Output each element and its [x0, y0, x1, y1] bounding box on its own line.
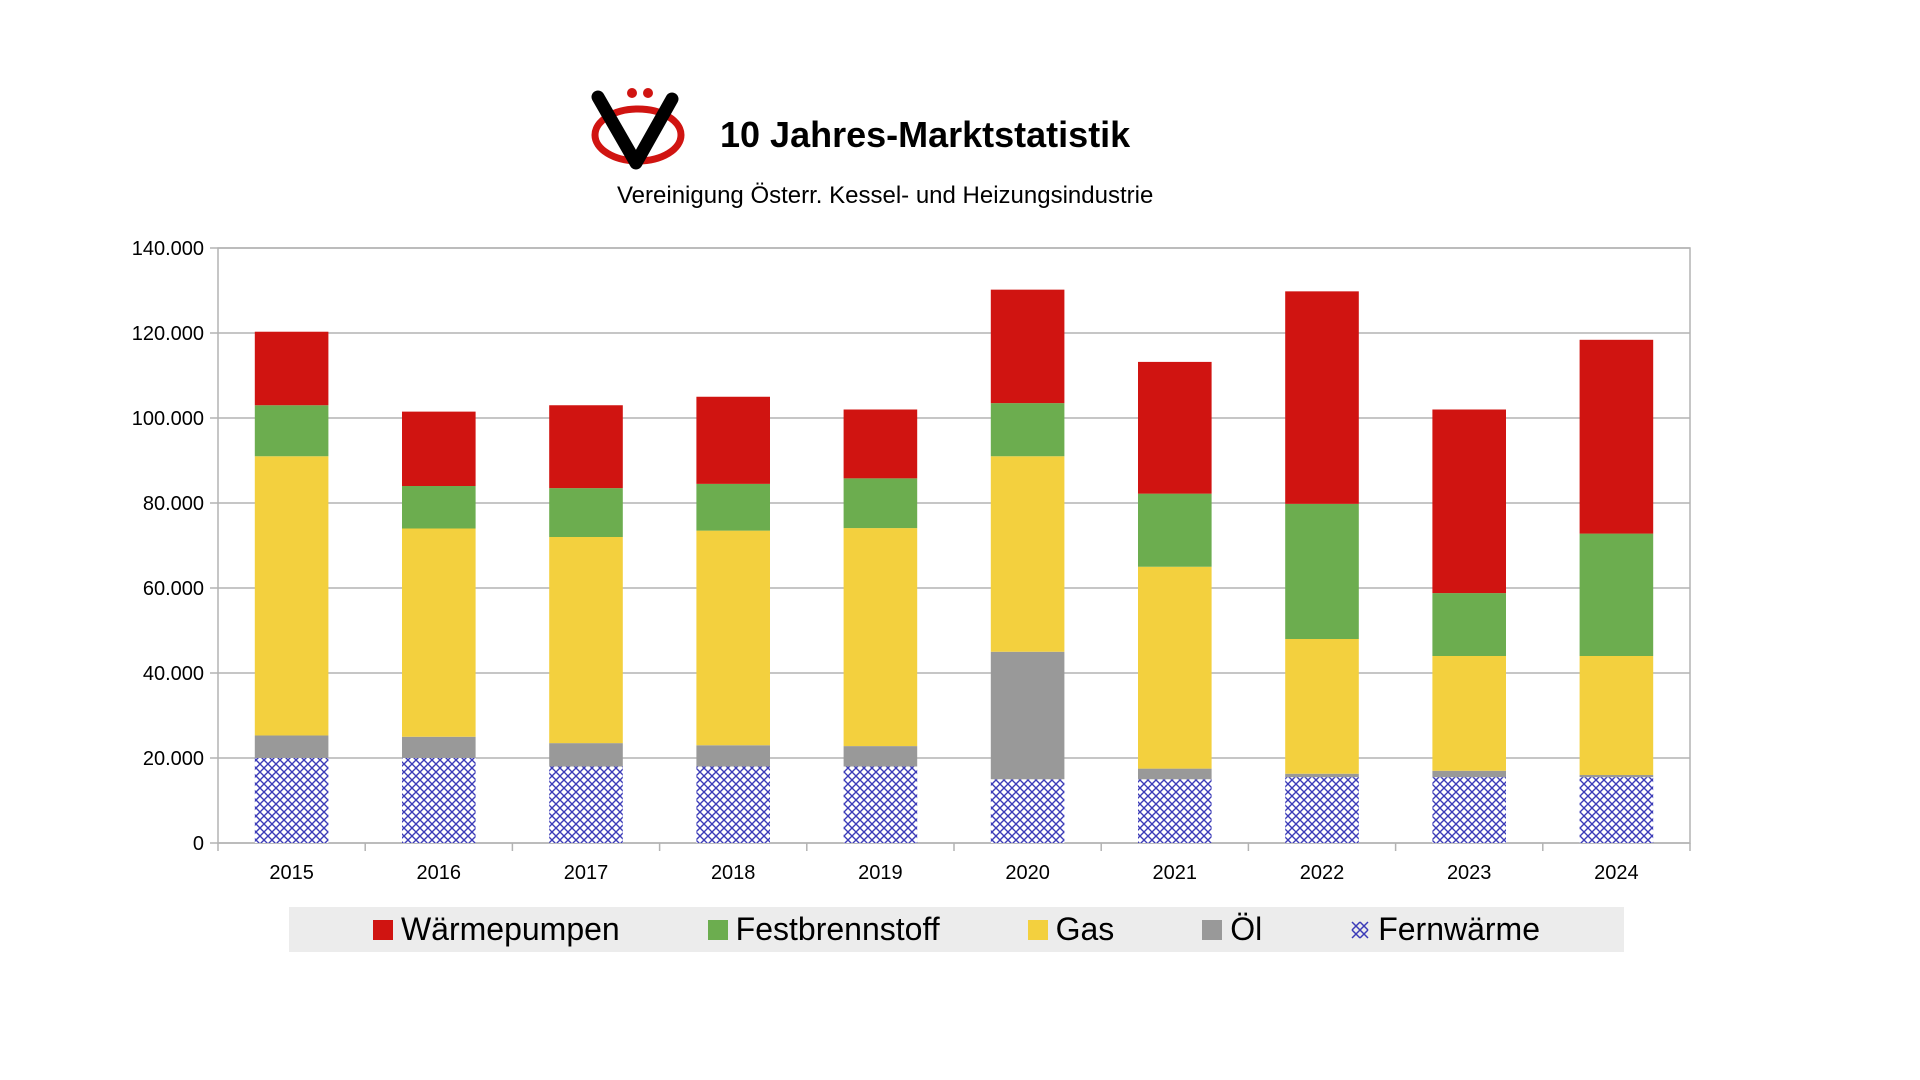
bar-segment-wärmepumpen-2016 — [402, 411, 476, 486]
x-tick-label: 2021 — [1153, 862, 1198, 884]
bar-segment-festbrennstoff-2024 — [1579, 533, 1654, 656]
y-tick-label: 20.000 — [143, 748, 204, 770]
axes: 0 20.000 40.000 60.000 80.000 100.000 120.000 1… — [132, 238, 1691, 884]
y-tick-label: 120.000 — [132, 323, 204, 345]
bar-segment-fernwärme-2016 — [402, 758, 476, 843]
chart-subtitle: Vereinigung Österr. Kessel- und Heizungs… — [617, 182, 1154, 209]
bar-segment-öl-2018 — [696, 745, 770, 767]
x-tick-label: 2015 — [269, 862, 314, 884]
bar-segment-öl-2017 — [549, 743, 623, 767]
legend-label: Festbrennstoff — [735, 911, 940, 947]
bar-segment-wärmepumpen-2018 — [696, 396, 770, 484]
bar-segment-wärmepumpen-2020 — [990, 289, 1065, 404]
bars — [254, 289, 1654, 843]
bar-segment-wärmepumpen-2017 — [549, 405, 623, 489]
bar-segment-gas-2015 — [254, 456, 329, 736]
bar-segment-gas-2018 — [696, 530, 770, 746]
bar-segment-wärmepumpen-2021 — [1138, 361, 1212, 494]
bar-segment-fernwärme-2015 — [254, 758, 329, 843]
bar-segment-öl-2015 — [254, 735, 329, 758]
legend-item-fernwärme: Fernwärme — [1350, 911, 1540, 948]
x-tick-label: 2017 — [564, 862, 609, 884]
bar-segment-festbrennstoff-2022 — [1285, 503, 1359, 639]
y-tick-label: 0 — [193, 833, 204, 855]
legend-item-öl: Öl — [1202, 911, 1262, 948]
bar-segment-fernwärme-2023 — [1432, 777, 1506, 843]
bar-segment-festbrennstoff-2021 — [1138, 493, 1212, 567]
bar-segment-fernwärme-2021 — [1138, 779, 1212, 843]
y-tick-label: 60.000 — [143, 578, 204, 600]
legend-label: Fernwärme — [1378, 911, 1540, 947]
chart-title: 10 Jahres-Marktstatistik — [720, 114, 1131, 155]
bar-segment-öl-2024 — [1579, 775, 1654, 778]
bar-segment-öl-2019 — [843, 746, 918, 767]
bar-segment-wärmepumpen-2019 — [843, 409, 918, 479]
x-tick-label: 2024 — [1594, 862, 1639, 884]
bar-segment-fernwärme-2019 — [843, 766, 918, 843]
x-tick-label: 2022 — [1300, 862, 1345, 884]
x-tick-label: 2019 — [858, 862, 903, 884]
legend-swatch — [1027, 919, 1048, 940]
x-tick-label: 2020 — [1005, 862, 1050, 884]
bar-segment-festbrennstoff-2016 — [402, 486, 476, 529]
bar-segment-gas-2016 — [402, 528, 476, 737]
legend-item-gas: Gas — [1027, 911, 1115, 948]
bar-segment-öl-2022 — [1285, 773, 1359, 778]
legend-swatch — [707, 919, 728, 940]
bar-segment-festbrennstoff-2017 — [549, 488, 623, 537]
voek-logo — [588, 85, 688, 175]
bar-segment-festbrennstoff-2023 — [1432, 593, 1506, 656]
bar-segment-gas-2024 — [1579, 656, 1654, 775]
y-tick-label: 40.000 — [143, 663, 204, 685]
legend-label: Öl — [1230, 911, 1263, 947]
bar-segment-gas-2020 — [990, 456, 1065, 652]
bar-segment-festbrennstoff-2018 — [696, 483, 770, 531]
bar-segment-öl-2021 — [1138, 768, 1212, 780]
legend-label: Wärmepumpen — [400, 911, 620, 947]
bar-segment-wärmepumpen-2023 — [1432, 409, 1506, 594]
bar-segment-fernwärme-2020 — [990, 779, 1065, 843]
bar-segment-festbrennstoff-2019 — [843, 478, 918, 529]
bar-segment-öl-2023 — [1432, 770, 1506, 778]
bar-segment-fernwärme-2024 — [1579, 777, 1654, 843]
legend-item-wärmepumpen: Wärmepumpen — [372, 911, 620, 948]
bar-segment-gas-2019 — [843, 528, 918, 747]
legend-swatch — [1202, 919, 1223, 940]
bar-segment-fernwärme-2017 — [549, 766, 623, 843]
y-tick-label: 140.000 — [132, 238, 204, 260]
x-tick-label: 2016 — [417, 862, 462, 884]
bar-segment-festbrennstoff-2020 — [990, 403, 1065, 457]
bar-segment-öl-2016 — [402, 736, 476, 758]
bar-segment-wärmepumpen-2015 — [254, 331, 329, 406]
bar-segment-gas-2021 — [1138, 566, 1212, 769]
bar-segment-fernwärme-2022 — [1285, 777, 1359, 843]
legend-label: Gas — [1055, 911, 1115, 947]
bar-segment-fernwärme-2018 — [696, 766, 770, 843]
legend-swatch — [1350, 920, 1370, 940]
legend: Wärmepumpen Festbrennstoff Gas Öl Fernwärme — [289, 907, 1624, 952]
bar-segment-gas-2023 — [1432, 656, 1506, 771]
legend-swatch — [372, 919, 393, 940]
legend-item-festbrennstoff: Festbrennstoff — [707, 911, 940, 948]
bar-segment-festbrennstoff-2015 — [254, 405, 329, 457]
bar-segment-gas-2022 — [1285, 639, 1359, 774]
bar-segment-wärmepumpen-2022 — [1285, 291, 1359, 504]
bar-segment-wärmepumpen-2024 — [1579, 339, 1654, 534]
x-tick-label: 2023 — [1447, 862, 1492, 884]
bar-segment-gas-2017 — [549, 537, 623, 744]
y-tick-label: 100.000 — [132, 408, 204, 430]
y-tick-label: 80.000 — [143, 493, 204, 515]
x-tick-label: 2018 — [711, 862, 756, 884]
bar-segment-öl-2020 — [990, 651, 1065, 780]
